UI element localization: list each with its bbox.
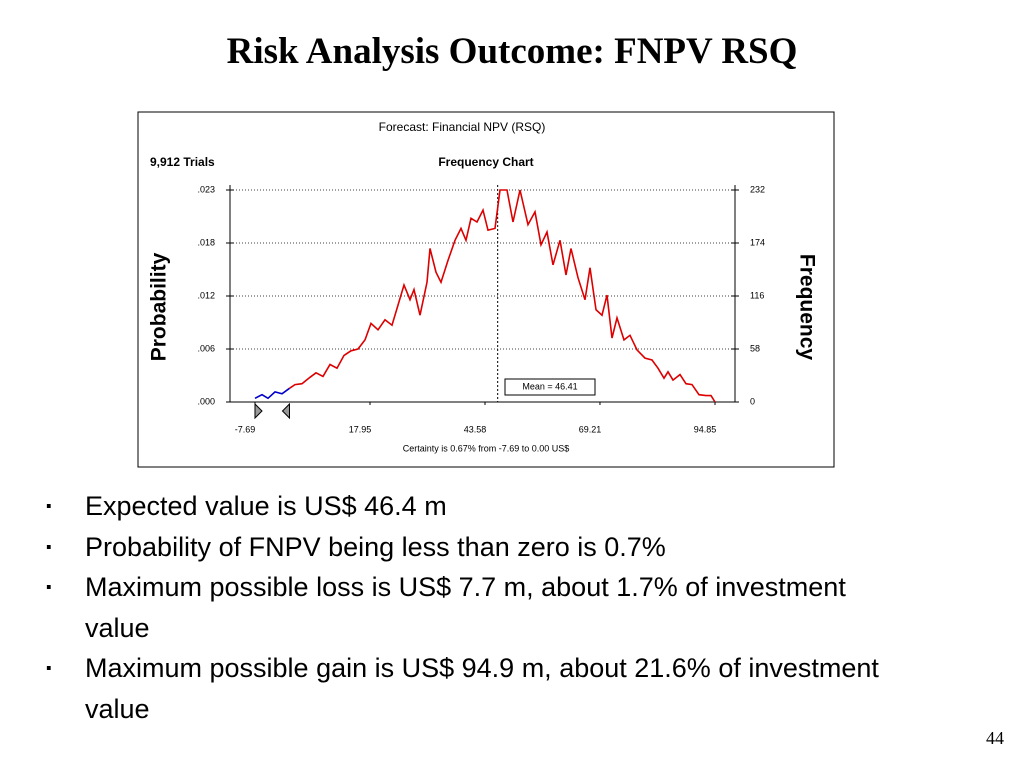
y-tick-label: .018 bbox=[197, 237, 215, 247]
page-number: 44 bbox=[986, 728, 1004, 748]
chart-title: Forecast: Financial NPV (RSQ) bbox=[379, 120, 546, 134]
bullet-list: Expected value is US$ 46.4 mProbability … bbox=[45, 486, 915, 729]
y2-tick-label: 0 bbox=[750, 396, 755, 406]
chart: Forecast: Financial NPV (RSQ) 9,912 Tria… bbox=[137, 111, 835, 468]
mean-box bbox=[504, 378, 596, 396]
x-tick-label: 94.85 bbox=[694, 424, 717, 434]
slide-title: Risk Analysis Outcome: FNPV RSQ bbox=[226, 31, 798, 72]
chart-subtitle: Frequency Chart bbox=[438, 155, 533, 169]
y2-tick-label: 232 bbox=[750, 184, 765, 194]
y-axis-label: Probability bbox=[148, 252, 171, 361]
trials-label: 9,912 Trials bbox=[150, 155, 215, 169]
data-line bbox=[289, 189, 716, 403]
y2-tick-label: 58 bbox=[750, 343, 760, 353]
y-tick-label: .006 bbox=[197, 343, 215, 353]
bullet: Maximum possible loss is US$ 7.7 m, abou… bbox=[45, 567, 915, 648]
x-tick-label: 69.21 bbox=[579, 424, 602, 434]
x-tick-label: 43.58 bbox=[464, 424, 487, 434]
bullet: Expected value is US$ 46.4 m bbox=[45, 486, 915, 527]
y-tick-label: .012 bbox=[197, 290, 215, 300]
mean-label: Mean = 46.41 bbox=[522, 381, 577, 391]
certainty-marker bbox=[254, 402, 263, 420]
x-tick-label: 17.95 bbox=[349, 424, 372, 434]
y-tick-label: .000 bbox=[197, 396, 215, 406]
data-line bbox=[254, 387, 290, 400]
certainty-marker bbox=[281, 402, 290, 420]
chart-frame bbox=[137, 111, 835, 468]
y2-tick-label: 174 bbox=[750, 237, 765, 247]
certainty-text: Certainty is 0.67% from -7.69 to 0.00 US… bbox=[403, 443, 570, 453]
y2-tick-label: 116 bbox=[750, 290, 764, 300]
bullet: Maximum possible gain is US$ 94.9 m, abo… bbox=[45, 648, 915, 729]
bullet: Probability of FNPV being less than zero… bbox=[45, 527, 915, 568]
y-tick-label: .023 bbox=[197, 184, 215, 194]
y2-axis-label: Frequency bbox=[795, 254, 818, 361]
x-tick-label: -7.69 bbox=[235, 424, 256, 434]
